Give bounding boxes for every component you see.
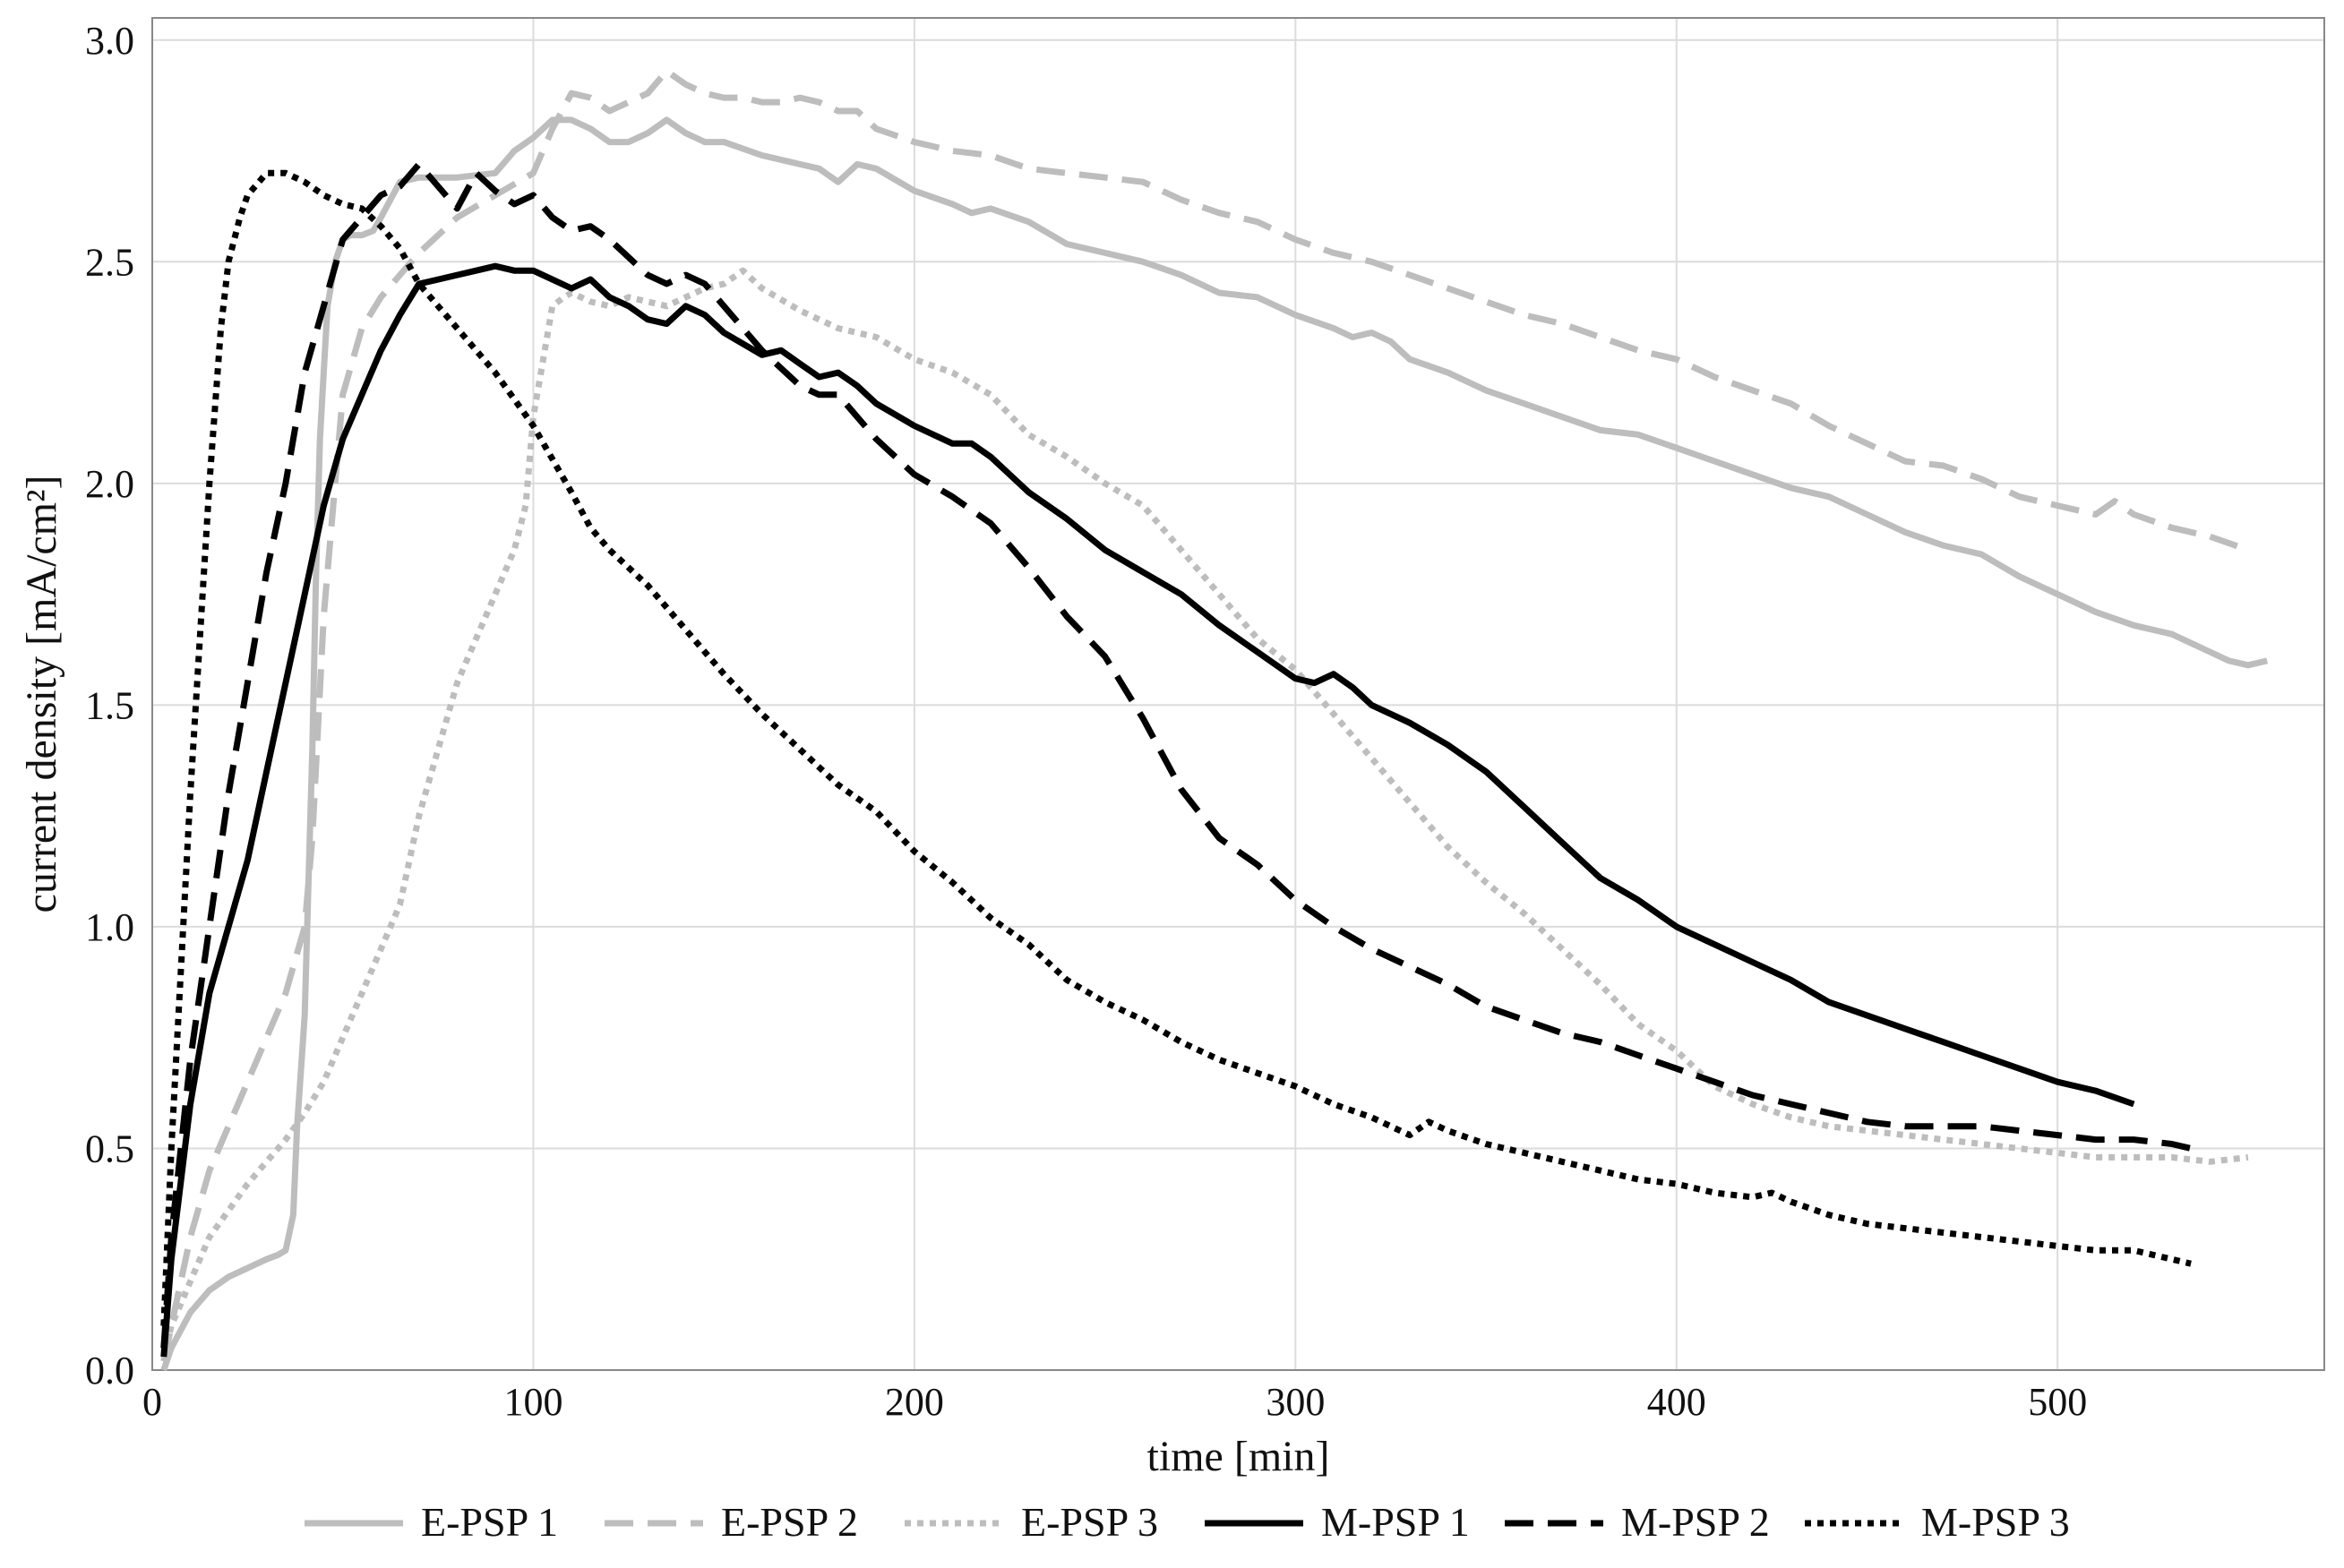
x-tick-label: 300 xyxy=(1266,1380,1325,1424)
series-lines xyxy=(160,67,2268,1372)
legend-label-m-psp-1: M-PSP 1 xyxy=(1321,1499,1470,1545)
legend-label-m-psp-3: M-PSP 3 xyxy=(1921,1499,2070,1545)
grid-lines xyxy=(152,18,2324,1370)
series-line-e-psp-3 xyxy=(160,267,2249,1358)
series-line-e-psp-2 xyxy=(160,67,2250,1362)
y-tick-label: 0.0 xyxy=(85,1349,134,1392)
y-tick-label: 2.5 xyxy=(85,240,134,284)
y-tick-label: 1.5 xyxy=(85,683,134,727)
y-tick-label: 3.0 xyxy=(85,19,134,63)
y-tick-label: 0.5 xyxy=(85,1127,134,1170)
x-axis-ticks: 0 100 200 300 400 500 xyxy=(142,1380,2087,1424)
x-tick-label: 500 xyxy=(2028,1380,2087,1424)
y-tick-label: 2.0 xyxy=(85,462,134,506)
legend-label-e-psp-2: E-PSP 2 xyxy=(721,1499,858,1545)
y-axis-ticks: 0.0 0.5 1.0 1.5 2.0 2.5 3.0 xyxy=(85,19,134,1392)
y-tick-label: 1.0 xyxy=(85,905,134,949)
x-axis-title: time [min] xyxy=(1147,1433,1330,1480)
series-line-m-psp-3 xyxy=(160,169,2192,1326)
series-line-m-psp-2 xyxy=(160,160,2192,1349)
series-line-m-psp-1 xyxy=(160,262,2135,1358)
legend-label-e-psp-3: E-PSP 3 xyxy=(1021,1499,1158,1545)
legend: E-PSP 1 E-PSP 2 E-PSP 3 M-PSP 1 M-PSP 2 M-PSP… xyxy=(305,1499,2070,1545)
x-tick-label: 400 xyxy=(1647,1380,1706,1424)
x-tick-label: 200 xyxy=(885,1380,944,1424)
x-tick-label: 0 xyxy=(142,1380,162,1424)
y-axis-title: current density [mA/cm²] xyxy=(18,476,65,913)
plot-frame xyxy=(151,17,2325,1371)
x-tick-label: 100 xyxy=(503,1380,562,1424)
legend-label-m-psp-2: M-PSP 2 xyxy=(1621,1499,1770,1545)
legend-label-e-psp-1: E-PSP 1 xyxy=(421,1499,558,1545)
